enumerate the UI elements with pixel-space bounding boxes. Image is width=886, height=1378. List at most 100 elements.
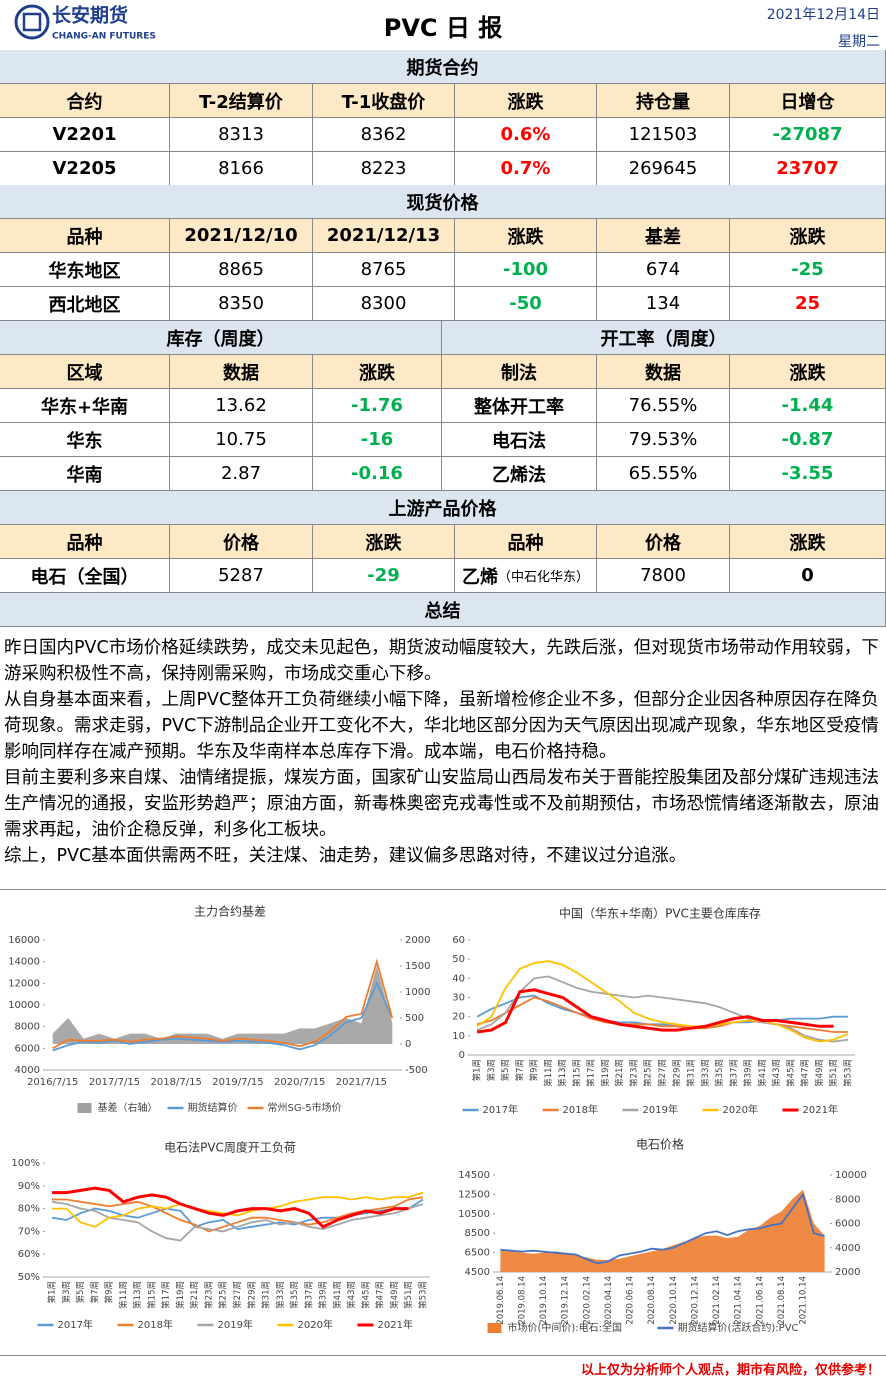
logo-cn: 长安期货 — [52, 4, 128, 27]
x-tick-label: 第41周 — [757, 1059, 768, 1087]
y-tick-label: 90% — [18, 1181, 40, 1192]
y-tick-label: 14000 — [8, 957, 40, 968]
y2-tick-label: 8000 — [835, 1194, 860, 1205]
x-tick-label: 第9周 — [529, 1059, 540, 1081]
table-cell: 8223 — [313, 152, 455, 186]
y2-tick-label: 2000 — [405, 935, 430, 946]
chart-title: 电石法PVC周度开工负荷 — [164, 1140, 296, 1155]
table-cell: 25 — [730, 287, 886, 321]
x-tick-label: 第43周 — [346, 1281, 357, 1309]
x-tick-label: 2021.02.14 — [712, 1276, 722, 1325]
x-tick-label: 2019.10.14 — [539, 1276, 549, 1325]
line — [52, 981, 394, 1052]
x-tick-label: 第37周 — [728, 1059, 739, 1087]
x-tick-label: 2021.08.14 — [777, 1276, 787, 1325]
y-tick-label: 50% — [18, 1272, 40, 1283]
y2-tick-label: -500 — [405, 1065, 428, 1076]
x-tick-label: 2017/7/15 — [89, 1077, 140, 1088]
chart-title: 中国（华东+华南）PVC主要仓库库存 — [559, 906, 761, 921]
weekday: 星期二 — [838, 34, 880, 50]
x-tick-label: 第27周 — [232, 1281, 243, 1309]
legend-label: 2018年 — [138, 1318, 173, 1331]
column-header: 价格 — [170, 525, 313, 559]
line — [500, 1192, 825, 1265]
column-header: T-1收盘价 — [313, 84, 455, 118]
x-tick-label: 第3周 — [486, 1059, 497, 1081]
legend-label: 常州SG-5市场价 — [268, 1101, 342, 1114]
section-title: 上游产品价格 — [0, 491, 886, 525]
y-tick-label: 12000 — [8, 978, 40, 989]
x-tick-label: 2021/7/15 — [336, 1077, 387, 1088]
x-tick-label: 第11周 — [543, 1059, 554, 1087]
table-cell: 8362 — [313, 118, 455, 152]
column-header: 涨跌 — [730, 355, 886, 389]
area — [52, 966, 393, 1044]
table-cell: V2201 — [0, 118, 170, 152]
legend-label: 2020年 — [723, 1103, 758, 1116]
x-tick-label: 第47周 — [800, 1059, 811, 1087]
line — [51, 1198, 424, 1231]
charts: 主力合约基差40006000800010000120001400016000-5… — [0, 904, 886, 1334]
y2-tick-label: 500 — [405, 1013, 424, 1024]
summary-paragraph: 综上，PVC基本面供需两不旺，关注煤、油走势，建议偏多思路对待，不建议过分追涨。 — [4, 846, 687, 866]
y-tick-label: 16000 — [8, 935, 40, 946]
table-cell: -1.76 — [313, 389, 442, 423]
y2-tick-label: 4000 — [835, 1243, 860, 1254]
legend-label: 2017年 — [483, 1103, 518, 1116]
y-tick-label: 20 — [452, 1012, 465, 1023]
x-tick-label: 2019.06.14 — [496, 1276, 506, 1325]
y-tick-label: 60% — [18, 1249, 40, 1260]
legend-label: 2021年 — [378, 1318, 413, 1331]
x-tick-label: 第29周 — [671, 1059, 682, 1087]
x-tick-label: 第51周 — [403, 1281, 414, 1309]
y2-tick-label: 6000 — [835, 1219, 860, 1230]
y-tick-label: 10000 — [8, 1000, 40, 1011]
column-header: 合约 — [0, 84, 170, 118]
table-cell: -29 — [313, 559, 455, 593]
column-header: 2021/12/10 — [170, 219, 313, 253]
table-cell: -27087 — [730, 118, 886, 152]
x-tick-label: 第7周 — [514, 1059, 525, 1081]
table-cell: 8765 — [313, 253, 455, 287]
x-tick-label: 2018/7/15 — [151, 1077, 202, 1088]
area — [500, 1189, 825, 1272]
legend-label: 期货结算价 — [188, 1101, 238, 1114]
table-cell: V2205 — [0, 152, 170, 186]
x-tick-label: 第33周 — [275, 1281, 286, 1309]
y-tick-label: 8000 — [15, 1022, 40, 1033]
column-header: 价格 — [597, 525, 730, 559]
x-tick-label: 第5周 — [75, 1281, 86, 1303]
x-tick-label: 2016/7/15 — [27, 1077, 78, 1088]
table-cell: 电石（全国） — [0, 559, 170, 593]
x-tick-label: 第9周 — [104, 1281, 115, 1303]
table-cell: 西北地区 — [0, 287, 170, 321]
table-cell: 7800 — [597, 559, 730, 593]
column-header: 品种 — [455, 525, 597, 559]
column-header: 品种 — [0, 219, 170, 253]
x-tick-label: 第17周 — [161, 1281, 172, 1309]
x-tick-label: 第19周 — [600, 1059, 611, 1087]
y2-tick-label: 0 — [405, 1039, 411, 1050]
table-cell: 8166 — [170, 152, 313, 186]
x-tick-label: 第21周 — [614, 1059, 625, 1087]
section-title: 现货价格 — [0, 185, 886, 219]
table-cell: 电石法 — [442, 423, 597, 457]
column-header: 基差 — [597, 219, 730, 253]
x-tick-label: 2020.06.14 — [626, 1276, 636, 1325]
x-tick-label: 2019.12.14 — [561, 1276, 571, 1325]
column-header: 2021/12/13 — [313, 219, 455, 253]
table-cell: 65.55% — [597, 457, 730, 491]
x-tick-label: 第23周 — [628, 1059, 639, 1087]
y-tick-label: 100% — [11, 1158, 40, 1169]
x-tick-label: 第53周 — [842, 1059, 853, 1087]
x-tick-label: 第29周 — [246, 1281, 257, 1309]
x-tick-label: 第1周 — [47, 1281, 58, 1303]
table-cell: 8300 — [313, 287, 455, 321]
x-tick-label: 第13周 — [557, 1059, 568, 1087]
table-cell: 79.53% — [597, 423, 730, 457]
chart-title: 电石价格 — [636, 1137, 684, 1152]
table-cell: -3.55 — [730, 457, 886, 491]
column-header: 品种 — [0, 525, 170, 559]
summary-paragraph: 目前主要利多来自煤、油情绪提振，煤炭方面，国家矿山安监局山西局发布关于晋能控股集… — [4, 768, 879, 840]
table-cell: 8865 — [170, 253, 313, 287]
